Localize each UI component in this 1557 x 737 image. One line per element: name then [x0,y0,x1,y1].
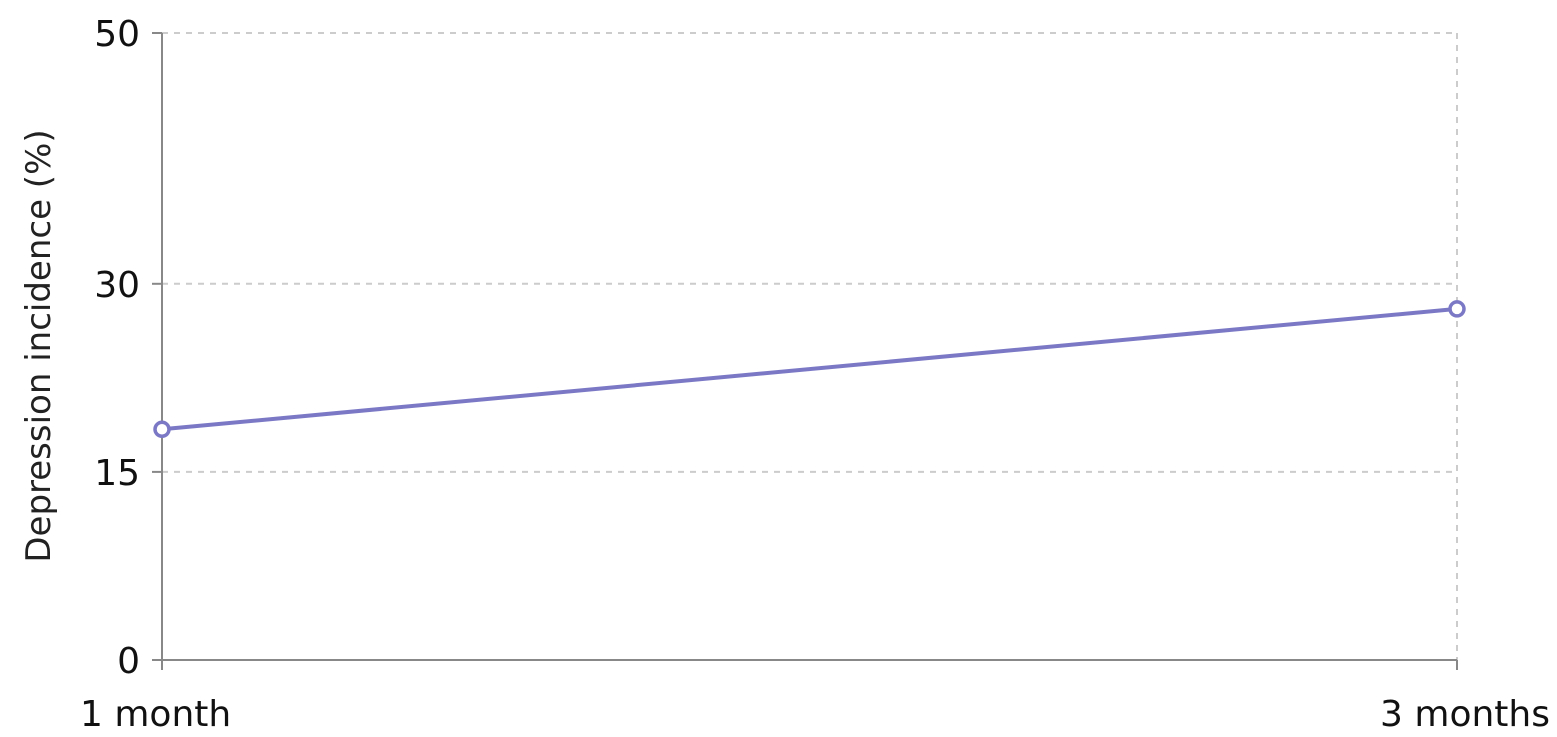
y-tick-label: 15 [94,453,140,494]
data-point [153,420,171,439]
y-tick-label: 0 [117,641,140,682]
grid [162,32,1458,660]
data-point [1448,300,1466,318]
x-tick-label: 3 months [1380,694,1550,735]
y-axis-label: Depression incidence (%) [19,129,59,562]
y-tick-label: 30 [94,265,140,306]
series-line [161,306,1458,432]
y-tick-label: 50 [94,14,140,55]
x-tick-label: 1 month [80,694,231,735]
